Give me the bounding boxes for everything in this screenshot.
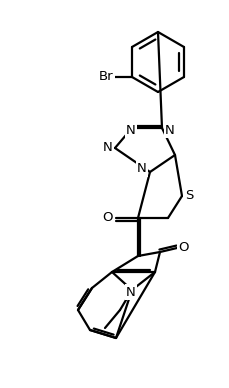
Text: S: S <box>184 189 192 203</box>
Text: O: O <box>178 241 188 255</box>
Text: Br: Br <box>98 71 113 83</box>
Text: N: N <box>103 142 112 154</box>
Text: N: N <box>125 125 135 137</box>
Text: O: O <box>102 211 113 225</box>
Text: N: N <box>125 286 135 298</box>
Text: N: N <box>136 163 146 175</box>
Text: N: N <box>164 123 174 137</box>
